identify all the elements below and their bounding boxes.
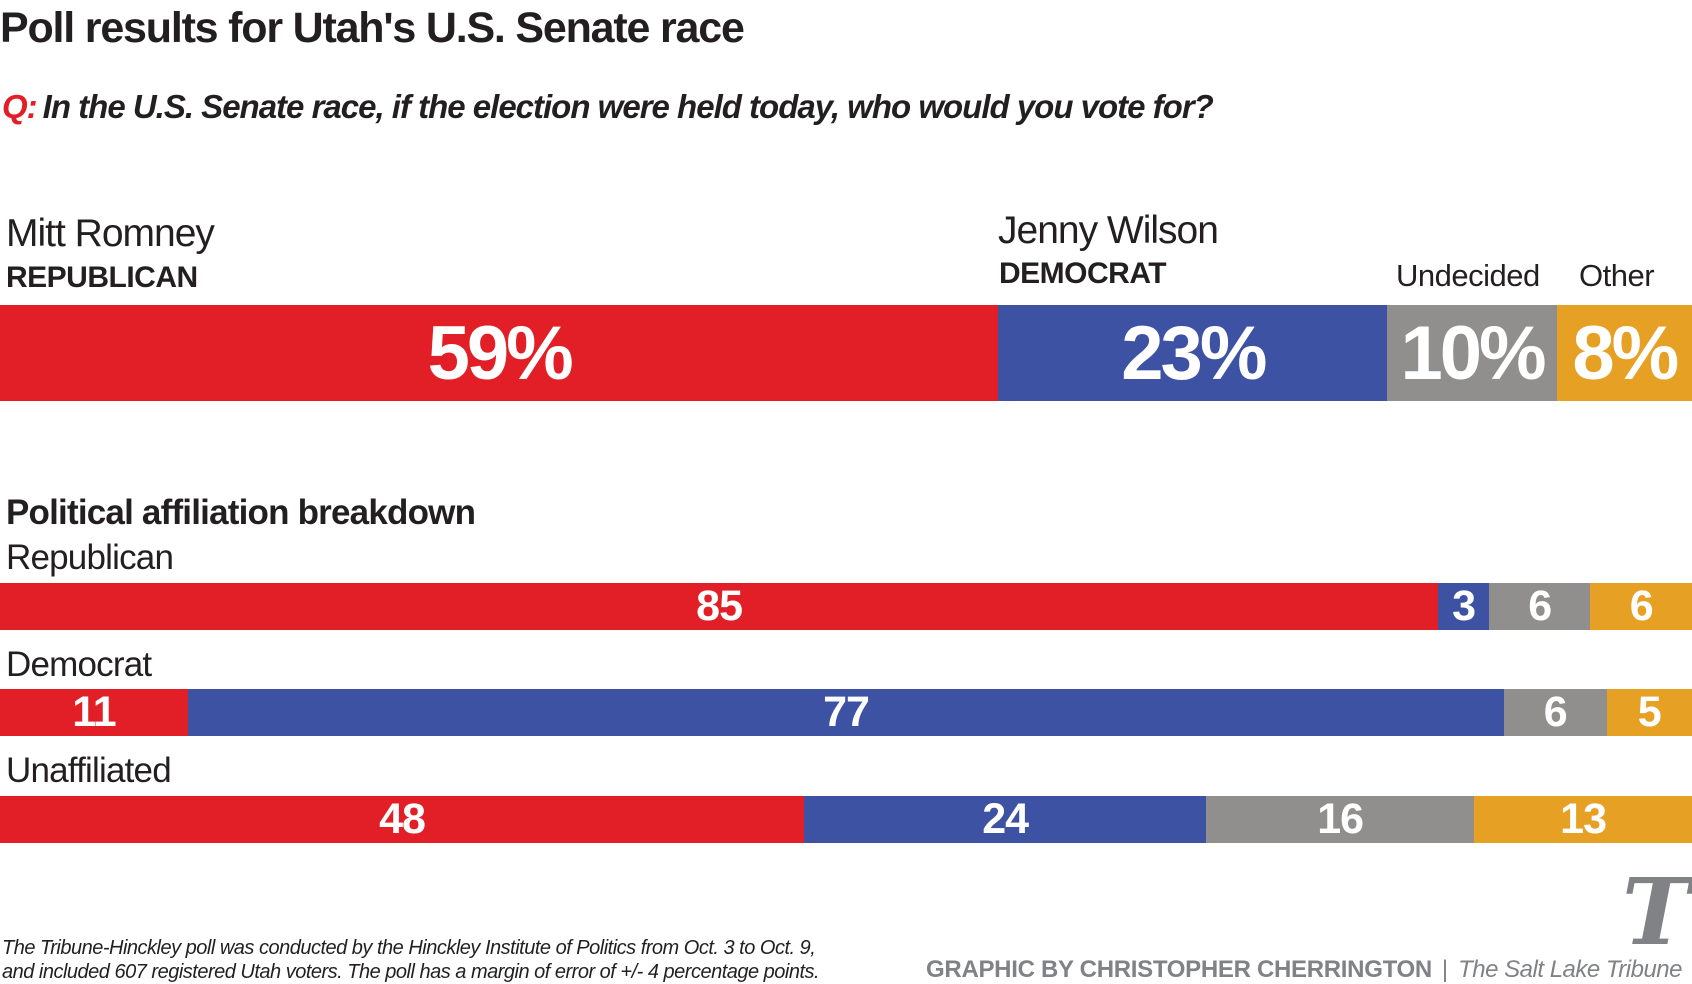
chart-title: Poll results for Utah's U.S. Senate race — [0, 4, 745, 52]
data-label: 5 — [1637, 689, 1662, 736]
undecided-label: Undecided — [1396, 258, 1540, 293]
bar-segment-undecided: 6 — [1488, 583, 1591, 630]
row-label-unaffiliated: Unaffiliated — [6, 751, 172, 790]
bar-democrat: 11 77 6 5 — [0, 689, 1692, 736]
footnote-line: and included 607 registered Utah voters.… — [2, 961, 820, 983]
wilson-name: Jenny Wilson — [998, 209, 1219, 252]
breakdown-title: Political affiliation breakdown — [6, 493, 476, 532]
romney-party: REPUBLICAN — [6, 261, 198, 294]
data-label: 77 — [823, 689, 870, 736]
question-prefix: Q: — [2, 88, 38, 125]
bar-segment-other: 8% — [1556, 305, 1692, 401]
credit: GRAPHIC BY CHRISTOPHER CHERRINGTON | The S… — [926, 956, 1682, 984]
data-label: 11 — [72, 689, 116, 736]
bar-segment-romney: 85 — [0, 583, 1439, 630]
bar-segment-romney: 48 — [0, 796, 805, 843]
footnote: The Tribune-Hinckley poll was conducted … — [2, 936, 820, 984]
bar-segment-wilson: 23% — [998, 305, 1388, 401]
other-label: Other — [1579, 258, 1655, 293]
bar-unaffiliated: 48 24 16 13 — [0, 796, 1692, 843]
data-label: 8% — [1572, 310, 1679, 396]
bar-segment-other: 5 — [1606, 689, 1692, 736]
data-label: 6 — [1543, 689, 1568, 736]
data-label: 24 — [982, 796, 1029, 843]
poll-question: Q: In the U.S. Senate race, if the electi… — [2, 88, 1214, 126]
wilson-party: DEMOCRAT — [999, 257, 1167, 290]
bar-segment-undecided: 6 — [1504, 689, 1607, 736]
bar-segment-romney: 11 — [0, 689, 188, 736]
data-label: 3 — [1452, 583, 1476, 630]
bar-segment-wilson: 77 — [188, 689, 1504, 736]
footnote-line: The Tribune-Hinckley poll was conducted … — [2, 937, 816, 959]
romney-name: Mitt Romney — [6, 212, 215, 255]
publication-name: The Salt Lake Tribune — [1458, 956, 1682, 983]
row-label-democrat: Democrat — [6, 645, 152, 684]
row-label-republican: Republican — [6, 538, 174, 577]
data-label: 23% — [1121, 310, 1267, 396]
data-label: 59% — [427, 310, 574, 396]
question-text: In the U.S. Senate race, if the election… — [42, 88, 1214, 125]
data-label: 6 — [1528, 583, 1552, 630]
salt-lake-tribune-logo-icon: T — [1622, 858, 1691, 966]
bar-republican: 85 3 6 6 — [0, 583, 1692, 630]
data-label: 85 — [696, 583, 743, 630]
bar-segment-wilson: 24 — [804, 796, 1207, 843]
data-label: 6 — [1629, 583, 1654, 630]
bar-segment-romney: 59% — [0, 305, 999, 401]
data-label: 16 — [1317, 796, 1364, 843]
bar-segment-other: 6 — [1590, 583, 1692, 630]
bar-segment-other: 13 — [1474, 796, 1692, 843]
overall-stacked-bar: 59% 23% 10% 8% — [0, 305, 1692, 401]
data-label: 10% — [1400, 310, 1546, 396]
bar-segment-wilson: 3 — [1438, 583, 1489, 630]
byline: GRAPHIC BY CHRISTOPHER CHERRINGTON — [926, 956, 1432, 983]
data-label: 48 — [379, 796, 426, 843]
credit-separator: | — [1441, 956, 1449, 983]
bar-segment-undecided: 10% — [1387, 305, 1557, 401]
bar-segment-undecided: 16 — [1206, 796, 1475, 843]
data-label: 13 — [1560, 796, 1607, 843]
